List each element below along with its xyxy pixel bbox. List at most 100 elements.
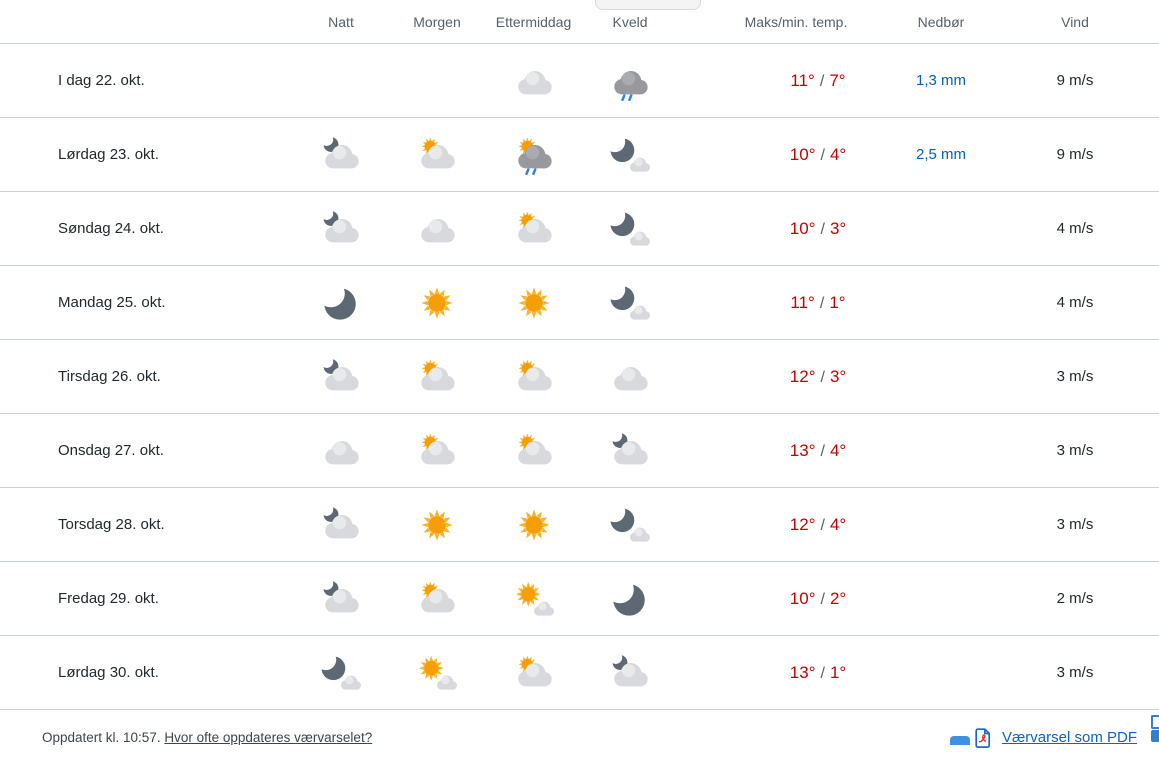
cloud-icon bbox=[607, 357, 653, 397]
table-row[interactable]: Mandag 25. okt. 11°/1° 4 m/s bbox=[0, 266, 1159, 340]
table-footer: Oppdatert kl. 10:57. Hvor ofte oppdatere… bbox=[0, 710, 1159, 763]
table-row[interactable]: Torsdag 28. okt. 12°/4° 3 m/s bbox=[0, 488, 1159, 562]
wind-value: 3 m/s bbox=[1056, 664, 1094, 681]
forecast-rows: I dag 22. okt. 11°/7° 1,3 mm 9 m/s Lørda… bbox=[0, 44, 1159, 710]
icon-cell-ettermiddag bbox=[485, 58, 582, 104]
temp-separator: / bbox=[820, 368, 825, 386]
icon-cell-kveld bbox=[582, 58, 678, 104]
wind-value: 4 m/s bbox=[1056, 294, 1094, 311]
partlycloudy-day-icon bbox=[511, 653, 557, 693]
temp-min: 1° bbox=[829, 662, 847, 682]
table-row[interactable]: I dag 22. okt. 11°/7° 1,3 mm 9 m/s bbox=[0, 44, 1159, 118]
temp-cell: 13°/4° bbox=[751, 441, 885, 461]
day-label: Lørdag 23. okt. bbox=[58, 146, 159, 163]
icon-cell-natt bbox=[293, 58, 389, 104]
icon-cell-natt bbox=[293, 650, 389, 696]
temp-min: 4° bbox=[829, 440, 847, 460]
partlycloudy-day-icon bbox=[511, 357, 557, 397]
printer-icon[interactable] bbox=[1151, 714, 1159, 744]
temp-min: 4° bbox=[829, 144, 847, 164]
temp-separator: / bbox=[820, 220, 825, 238]
temp-separator: / bbox=[820, 664, 825, 682]
temp-cell: 10°/2° bbox=[751, 589, 885, 609]
icon-cell-kveld bbox=[582, 280, 678, 326]
partlycloudy-day-icon bbox=[511, 431, 557, 471]
table-row[interactable]: Onsdag 27. okt. 13°/4° 3 m/s bbox=[0, 414, 1159, 488]
pdf-link[interactable]: Værvarsel som PDF bbox=[1001, 729, 1137, 746]
icon-cell-morgen bbox=[389, 502, 485, 548]
day-label: Tirsdag 26. okt. bbox=[58, 368, 161, 385]
temp-min: 1° bbox=[829, 292, 846, 312]
table-row[interactable]: Tirsdag 26. okt. 12°/3° 3 m/s bbox=[0, 340, 1159, 414]
wind-value: 3 m/s bbox=[1056, 368, 1094, 385]
icon-cell-kveld bbox=[582, 132, 678, 178]
temp-max: 10° bbox=[789, 218, 816, 238]
update-frequency-link[interactable]: Hvor ofte oppdateres værvarselet? bbox=[164, 730, 373, 745]
clear-day-icon bbox=[414, 283, 460, 323]
clear-day-icon bbox=[511, 505, 557, 545]
clear-night-icon bbox=[318, 283, 364, 323]
table-row[interactable]: Lørdag 30. okt. 13°/1° 3 m/s bbox=[0, 636, 1159, 710]
icon-cell-ettermiddag bbox=[485, 650, 582, 696]
precip-value: 1,3 mm bbox=[915, 72, 966, 89]
day-label: Torsdag 28. okt. bbox=[58, 516, 165, 533]
partlycloudy-night-icon bbox=[318, 357, 364, 397]
temp-separator: / bbox=[820, 442, 825, 460]
icon-cell-natt bbox=[293, 280, 389, 326]
temp-min: 7° bbox=[829, 70, 846, 90]
icon-cell-natt bbox=[293, 576, 389, 622]
icon-cell-morgen bbox=[389, 206, 485, 252]
fair-night-icon bbox=[607, 505, 653, 545]
icon-cell-morgen bbox=[389, 58, 485, 104]
temp-max: 13° bbox=[789, 662, 816, 682]
cutoff-tooltip-remnant bbox=[595, 0, 701, 10]
icon-cell-kveld bbox=[582, 576, 678, 622]
wind-value: 9 m/s bbox=[1056, 72, 1094, 89]
table-row[interactable]: Fredag 29. okt. 10°/2° 2 m/s bbox=[0, 562, 1159, 636]
wind-value: 3 m/s bbox=[1056, 516, 1094, 533]
icon-cell-morgen bbox=[389, 132, 485, 178]
icon-cell-ettermiddag bbox=[485, 280, 582, 326]
cloud-icon bbox=[511, 61, 557, 101]
footer-updated: Oppdatert kl. 10:57. Hvor ofte oppdatere… bbox=[42, 730, 372, 745]
icon-cell-ettermiddag bbox=[485, 132, 582, 178]
footer-actions: Værvarsel som PDF bbox=[972, 727, 1137, 749]
icon-cell-natt bbox=[293, 428, 389, 474]
icon-cell-ettermiddag bbox=[485, 576, 582, 622]
col-temp: Maks/min. temp. bbox=[744, 13, 848, 30]
temp-separator: / bbox=[820, 146, 825, 164]
temp-cell: 11°/7° bbox=[751, 71, 885, 91]
clear-day-icon bbox=[414, 505, 460, 545]
temp-max: 13° bbox=[789, 440, 816, 460]
rainshowers-day-icon bbox=[511, 135, 557, 175]
icon-cell-natt bbox=[293, 206, 389, 252]
clear-night-icon bbox=[607, 579, 653, 619]
temp-min: 3° bbox=[829, 218, 847, 238]
temp-max: 10° bbox=[789, 588, 816, 608]
icon-cell-natt bbox=[293, 502, 389, 548]
col-morgen: Morgen bbox=[413, 13, 461, 30]
icon-cell-kveld bbox=[582, 354, 678, 400]
pdf-file-icon bbox=[972, 727, 994, 749]
clear-day-icon bbox=[511, 283, 557, 323]
table-row[interactable]: Søndag 24. okt. 10°/3° 4 m/s bbox=[0, 192, 1159, 266]
precip-value: 2,5 mm bbox=[915, 146, 966, 163]
wind-value: 2 m/s bbox=[1056, 590, 1094, 607]
col-natt: Natt bbox=[328, 13, 354, 30]
fair-day-icon bbox=[414, 653, 460, 693]
col-vind: Vind bbox=[1061, 13, 1089, 30]
temp-max: 12° bbox=[789, 366, 816, 386]
temp-min: 3° bbox=[829, 366, 847, 386]
icon-cell-kveld bbox=[582, 428, 678, 474]
temp-max: 11° bbox=[790, 292, 815, 312]
wind-value: 3 m/s bbox=[1056, 442, 1094, 459]
cloud-icon bbox=[318, 431, 364, 471]
table-row[interactable]: Lørdag 23. okt. 10°/4° 2,5 mm 9 m/s bbox=[0, 118, 1159, 192]
day-label: Onsdag 27. okt. bbox=[58, 442, 164, 459]
rain-icon bbox=[607, 61, 653, 101]
icon-cell-morgen bbox=[389, 576, 485, 622]
partlycloudy-night-icon bbox=[318, 135, 364, 175]
day-label: I dag 22. okt. bbox=[58, 72, 145, 89]
temp-cell: 12°/4° bbox=[751, 515, 885, 535]
partlycloudy-day-icon bbox=[414, 579, 460, 619]
